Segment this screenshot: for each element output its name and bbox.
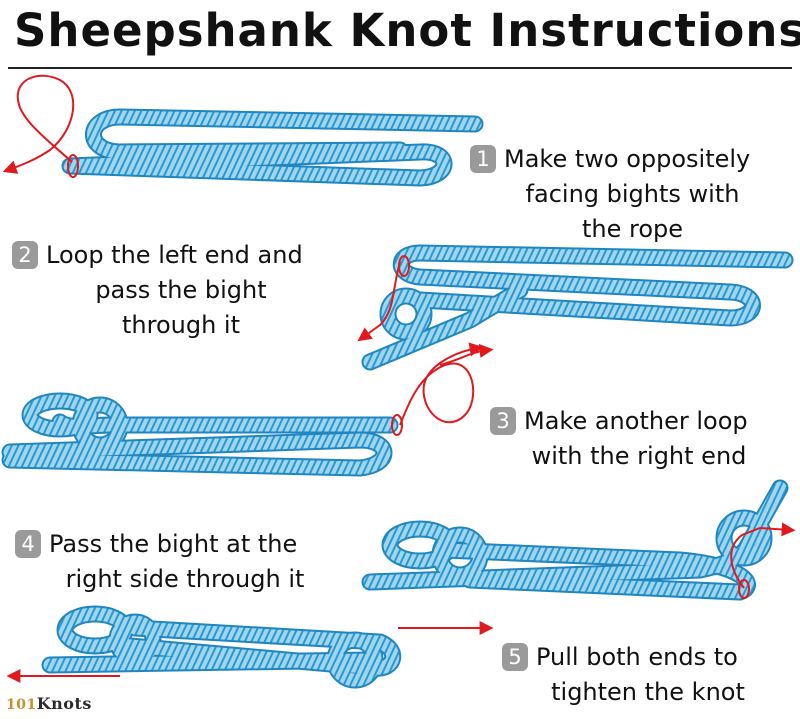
step-4-arrow	[730, 522, 796, 599]
step-1-line-2: facing bights with	[525, 180, 740, 208]
step-1-line-3: the rope	[581, 215, 684, 243]
step-4-text: 4 Pass the bight at the right side throug…	[15, 527, 355, 597]
site-logo: 101Knots	[6, 694, 92, 713]
step-5-badge: 5	[502, 643, 528, 671]
step-1-text: 1 Make two oppositely facing bights with …	[470, 142, 795, 247]
step-2-rope	[361, 244, 794, 371]
step-3-line-1: 3 Make another loop	[490, 404, 788, 439]
page-title: Sheepshank Knot Instructions	[14, 4, 800, 57]
step-1-badge: 1	[470, 145, 496, 173]
step-1-arrow	[2, 74, 79, 178]
step-5-line-1: 5 Pull both ends to	[502, 640, 794, 675]
step-3-badge: 3	[490, 407, 516, 435]
step-2-line-2: pass the bight	[95, 276, 267, 304]
logo-word: Knots	[36, 694, 92, 713]
step-2-badge: 2	[12, 241, 38, 269]
title-divider	[8, 67, 792, 69]
step-3-rope	[1, 392, 399, 477]
step-5-arrows	[6, 621, 494, 683]
step-4-rope	[361, 479, 789, 601]
step-4-line-1: 4 Pass the bight at the	[15, 527, 355, 562]
step-4-line-2: right side through it	[65, 565, 305, 593]
step-3-arrow	[391, 342, 484, 436]
step-2-text: 2 Loop the left end and pass the bight th…	[12, 238, 350, 343]
step-1-rope	[61, 108, 484, 187]
step-5-rope	[41, 605, 401, 689]
step-4-badge: 4	[15, 530, 41, 558]
step-2-arrows	[357, 255, 494, 366]
step-2-line-3: through it	[121, 311, 240, 339]
step-3-line-2: with the right end	[531, 442, 747, 470]
step-2-line-1: 2 Loop the left end and	[12, 238, 350, 273]
step-5-line-2: tighten the knot	[551, 678, 745, 706]
step-5-text: 5 Pull both ends to tighten the knot	[502, 640, 794, 710]
logo-digits: 101	[6, 697, 37, 713]
step-3-text: 3 Make another loop with the right end	[490, 404, 788, 474]
step-1-line-1: 1 Make two oppositely	[470, 142, 795, 177]
